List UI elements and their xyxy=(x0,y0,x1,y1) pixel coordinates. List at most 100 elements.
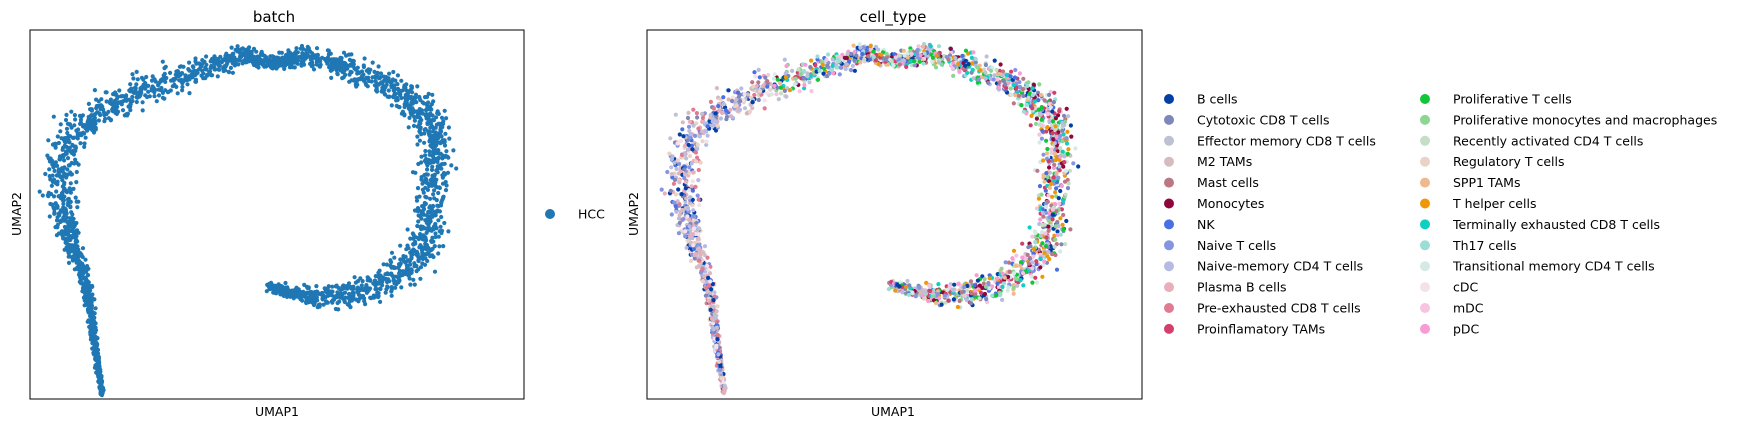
scatter-point xyxy=(844,56,849,61)
scatter-point xyxy=(82,144,87,149)
scatter-point xyxy=(295,61,300,66)
scatter-point xyxy=(1046,193,1051,198)
scatter-point xyxy=(300,53,305,58)
scatter-point xyxy=(83,126,88,131)
scatter-point xyxy=(417,119,422,124)
scatter-point xyxy=(380,277,385,282)
scatter-point xyxy=(386,88,391,93)
scatter-point xyxy=(64,144,69,150)
scatter-point xyxy=(433,231,438,236)
scatter-point xyxy=(161,73,166,78)
scatter-point xyxy=(951,73,956,78)
scatter-point xyxy=(365,278,370,283)
scatter-point xyxy=(762,98,767,103)
scatter-point xyxy=(696,167,701,173)
scatter-point xyxy=(953,56,958,61)
scatter-point xyxy=(54,189,59,194)
scatter-point xyxy=(170,84,175,89)
scatter-point xyxy=(431,192,436,197)
scatter-point xyxy=(677,202,682,207)
scatter-point xyxy=(58,154,63,159)
scatter-point xyxy=(451,148,456,153)
scatter-point xyxy=(180,88,185,93)
scatter-point xyxy=(444,116,449,121)
scatter-point xyxy=(425,103,430,109)
scatter-point xyxy=(284,294,290,299)
scatter-point xyxy=(399,285,404,290)
scatter-point xyxy=(1052,162,1057,167)
scatter-point xyxy=(143,81,148,86)
scatter-point xyxy=(409,256,414,261)
scatter-point xyxy=(1054,267,1060,272)
scatter-point xyxy=(677,132,682,137)
scatter-point xyxy=(436,251,441,256)
scatter-point xyxy=(428,219,433,224)
scatter-point xyxy=(784,94,789,99)
scatter-point xyxy=(442,138,447,143)
scatter-point xyxy=(417,194,422,199)
scatter-point xyxy=(1049,147,1054,152)
scatter-point xyxy=(355,298,360,303)
scatter-point xyxy=(717,108,722,113)
scatter-point xyxy=(299,46,304,51)
scatter-point xyxy=(440,156,445,161)
scatter-point xyxy=(673,204,678,209)
scatter-point xyxy=(1037,122,1042,127)
plot-frame-batch xyxy=(29,29,525,400)
scatter-point xyxy=(726,88,731,93)
scatter-point xyxy=(83,265,88,270)
scatter-point xyxy=(1064,106,1069,111)
scatter-point xyxy=(60,145,66,150)
scatter-point xyxy=(416,219,421,224)
scatter-point xyxy=(996,85,1001,90)
scatter-point xyxy=(718,116,724,121)
scatter-point xyxy=(222,58,227,63)
scatter-point xyxy=(389,287,394,292)
scatter-point xyxy=(366,70,372,75)
scatter-point xyxy=(261,59,266,64)
scatter-point xyxy=(311,302,317,308)
scatter-point xyxy=(130,94,135,100)
scatter-point xyxy=(977,283,983,288)
scatter-point xyxy=(419,154,424,159)
scatter-point xyxy=(1047,92,1052,97)
scatter-point xyxy=(78,131,83,136)
scatter-point xyxy=(431,254,436,260)
scatter-point xyxy=(968,279,974,284)
scatter-point xyxy=(365,288,370,293)
scatter-point xyxy=(424,230,429,235)
scatter-points-cell-type xyxy=(659,41,1081,396)
scatter-point xyxy=(59,219,64,224)
scatter-point xyxy=(439,200,444,205)
scatter-point xyxy=(411,232,416,238)
scatter-point xyxy=(432,269,438,274)
scatter-point xyxy=(418,130,423,135)
scatter-point xyxy=(930,59,935,64)
scatter-point xyxy=(425,187,430,192)
scatter-point xyxy=(1027,256,1032,261)
scatter-point xyxy=(1007,269,1012,274)
scatter-point xyxy=(1030,106,1035,111)
scatter-point xyxy=(65,167,70,172)
scatter-point xyxy=(59,136,64,141)
scatter-point xyxy=(92,88,97,93)
scatter-point xyxy=(66,260,72,265)
scatter-point xyxy=(73,157,78,162)
scatter-point xyxy=(826,52,831,57)
scatter-point xyxy=(916,44,921,49)
scatter-point xyxy=(1057,109,1062,114)
scatter-point xyxy=(394,95,400,100)
scatter-point xyxy=(662,191,667,196)
scatter-point xyxy=(405,227,410,232)
scatter-point xyxy=(686,110,691,115)
scatter-point xyxy=(415,186,421,191)
scatter-point xyxy=(374,87,379,92)
scatter-point xyxy=(356,292,361,297)
scatter-point xyxy=(1053,158,1058,163)
scatter-point xyxy=(86,281,91,286)
scatter-point xyxy=(67,145,72,150)
scatter-point xyxy=(1021,283,1026,288)
scatter-point xyxy=(114,92,119,97)
scatter-point xyxy=(99,104,104,109)
